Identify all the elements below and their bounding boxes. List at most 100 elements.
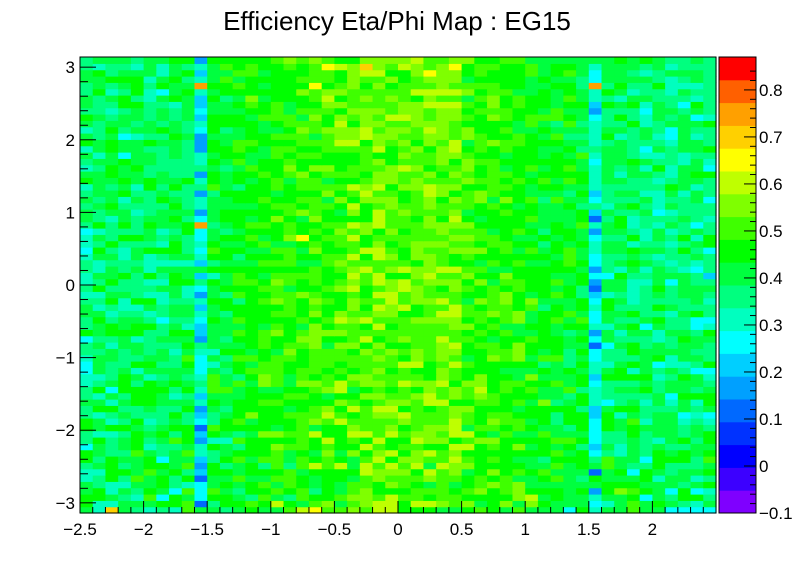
heatmap-cell xyxy=(461,278,475,286)
heatmap-cell xyxy=(410,215,425,223)
heatmap-cell xyxy=(614,392,628,400)
heatmap-cell xyxy=(614,101,628,109)
heatmap-cell xyxy=(436,95,450,102)
heatmap-cell xyxy=(448,234,463,242)
heatmap-cell xyxy=(245,285,259,292)
heatmap-cell xyxy=(105,323,119,330)
heatmap-cell xyxy=(181,475,196,482)
heatmap-cell xyxy=(130,500,145,508)
heatmap-cell xyxy=(537,506,552,514)
heatmap-cell xyxy=(105,487,119,495)
heatmap-cell xyxy=(258,139,272,147)
heatmap-cell xyxy=(80,228,94,235)
heatmap-cell xyxy=(143,354,157,362)
heatmap-cell xyxy=(537,259,552,267)
heatmap-cell xyxy=(372,209,386,216)
heatmap-cell xyxy=(423,63,437,71)
heatmap-cell xyxy=(436,114,450,121)
heatmap-cell xyxy=(258,120,272,128)
heatmap-cell xyxy=(296,171,310,178)
heatmap-cell xyxy=(92,475,107,482)
heatmap-cell xyxy=(118,145,132,153)
heatmap-cell xyxy=(232,506,246,514)
heatmap-cell xyxy=(194,107,208,115)
heatmap-cell xyxy=(665,361,679,368)
heatmap-cell xyxy=(321,221,335,229)
heatmap-cell xyxy=(245,107,259,115)
heatmap-cell xyxy=(423,266,437,273)
heatmap-cell xyxy=(677,57,692,64)
heatmap-cell xyxy=(690,190,704,197)
heatmap-cell xyxy=(207,500,221,508)
heatmap-cell xyxy=(359,272,374,280)
heatmap-cell xyxy=(550,392,564,400)
heatmap-cell xyxy=(652,443,666,451)
heatmap-cell xyxy=(563,291,577,299)
color-scale-band xyxy=(719,102,756,126)
heatmap-cell xyxy=(703,348,717,356)
heatmap-cell xyxy=(614,164,628,172)
heatmap-cell xyxy=(130,259,145,267)
heatmap-cell xyxy=(347,196,361,204)
heatmap-cell xyxy=(499,209,514,216)
heatmap-cell xyxy=(347,418,361,425)
heatmap-cell xyxy=(576,373,590,381)
heatmap-cell xyxy=(283,405,297,413)
heatmap-cell xyxy=(423,506,437,514)
heatmap-cell xyxy=(614,202,628,210)
heatmap-cell xyxy=(474,323,488,330)
heatmap-cell xyxy=(677,367,692,375)
heatmap-cell xyxy=(588,291,603,299)
heatmap-cell xyxy=(207,437,221,444)
heatmap-cell xyxy=(703,462,717,470)
heatmap-cell xyxy=(156,310,170,318)
heatmap-cell xyxy=(194,247,208,254)
heatmap-cell xyxy=(181,430,196,438)
heatmap-cell xyxy=(398,386,412,394)
heatmap-cell xyxy=(130,310,145,318)
heatmap-cell xyxy=(232,215,246,223)
heatmap-cell xyxy=(398,468,412,476)
heatmap-cell xyxy=(308,215,323,223)
heatmap-cell xyxy=(308,139,323,147)
heatmap-cell xyxy=(194,335,208,343)
heatmap-cell xyxy=(130,95,145,102)
heatmap-cell xyxy=(448,310,463,318)
heatmap-cell xyxy=(410,506,425,514)
heatmap-cell xyxy=(550,145,564,153)
heatmap-cell xyxy=(181,392,196,400)
heatmap-cell xyxy=(461,348,475,356)
heatmap-cell xyxy=(258,456,272,463)
heatmap-cell xyxy=(321,399,335,406)
heatmap-cell xyxy=(219,215,234,223)
heatmap-cell xyxy=(156,272,170,280)
heatmap-cell xyxy=(308,449,323,457)
heatmap-cell xyxy=(474,190,488,197)
heatmap-cell xyxy=(92,468,107,476)
heatmap-cell xyxy=(537,158,552,166)
heatmap-cell xyxy=(398,316,412,324)
heatmap-cell xyxy=(652,133,666,140)
heatmap-cell xyxy=(258,380,272,387)
heatmap-cell xyxy=(398,443,412,451)
heatmap-cell xyxy=(461,88,475,96)
heatmap-cell xyxy=(321,329,335,337)
heatmap-cell xyxy=(499,152,514,159)
heatmap-cell xyxy=(143,202,157,210)
heatmap-cell xyxy=(576,354,590,362)
heatmap-cell xyxy=(537,120,552,128)
heatmap-cell xyxy=(283,247,297,254)
heatmap-cell xyxy=(665,494,679,501)
heatmap-cell xyxy=(207,234,221,242)
heatmap-cell xyxy=(550,114,564,121)
heatmap-cell xyxy=(308,399,323,406)
heatmap-cell xyxy=(461,399,475,406)
heatmap-cell xyxy=(359,285,374,292)
heatmap-cell xyxy=(690,164,704,172)
heatmap-cell xyxy=(690,253,704,261)
heatmap-cell xyxy=(614,126,628,134)
heatmap-cell xyxy=(321,348,335,356)
heatmap-cell xyxy=(448,247,463,254)
heatmap-cell xyxy=(130,234,145,242)
heatmap-cell xyxy=(448,316,463,324)
